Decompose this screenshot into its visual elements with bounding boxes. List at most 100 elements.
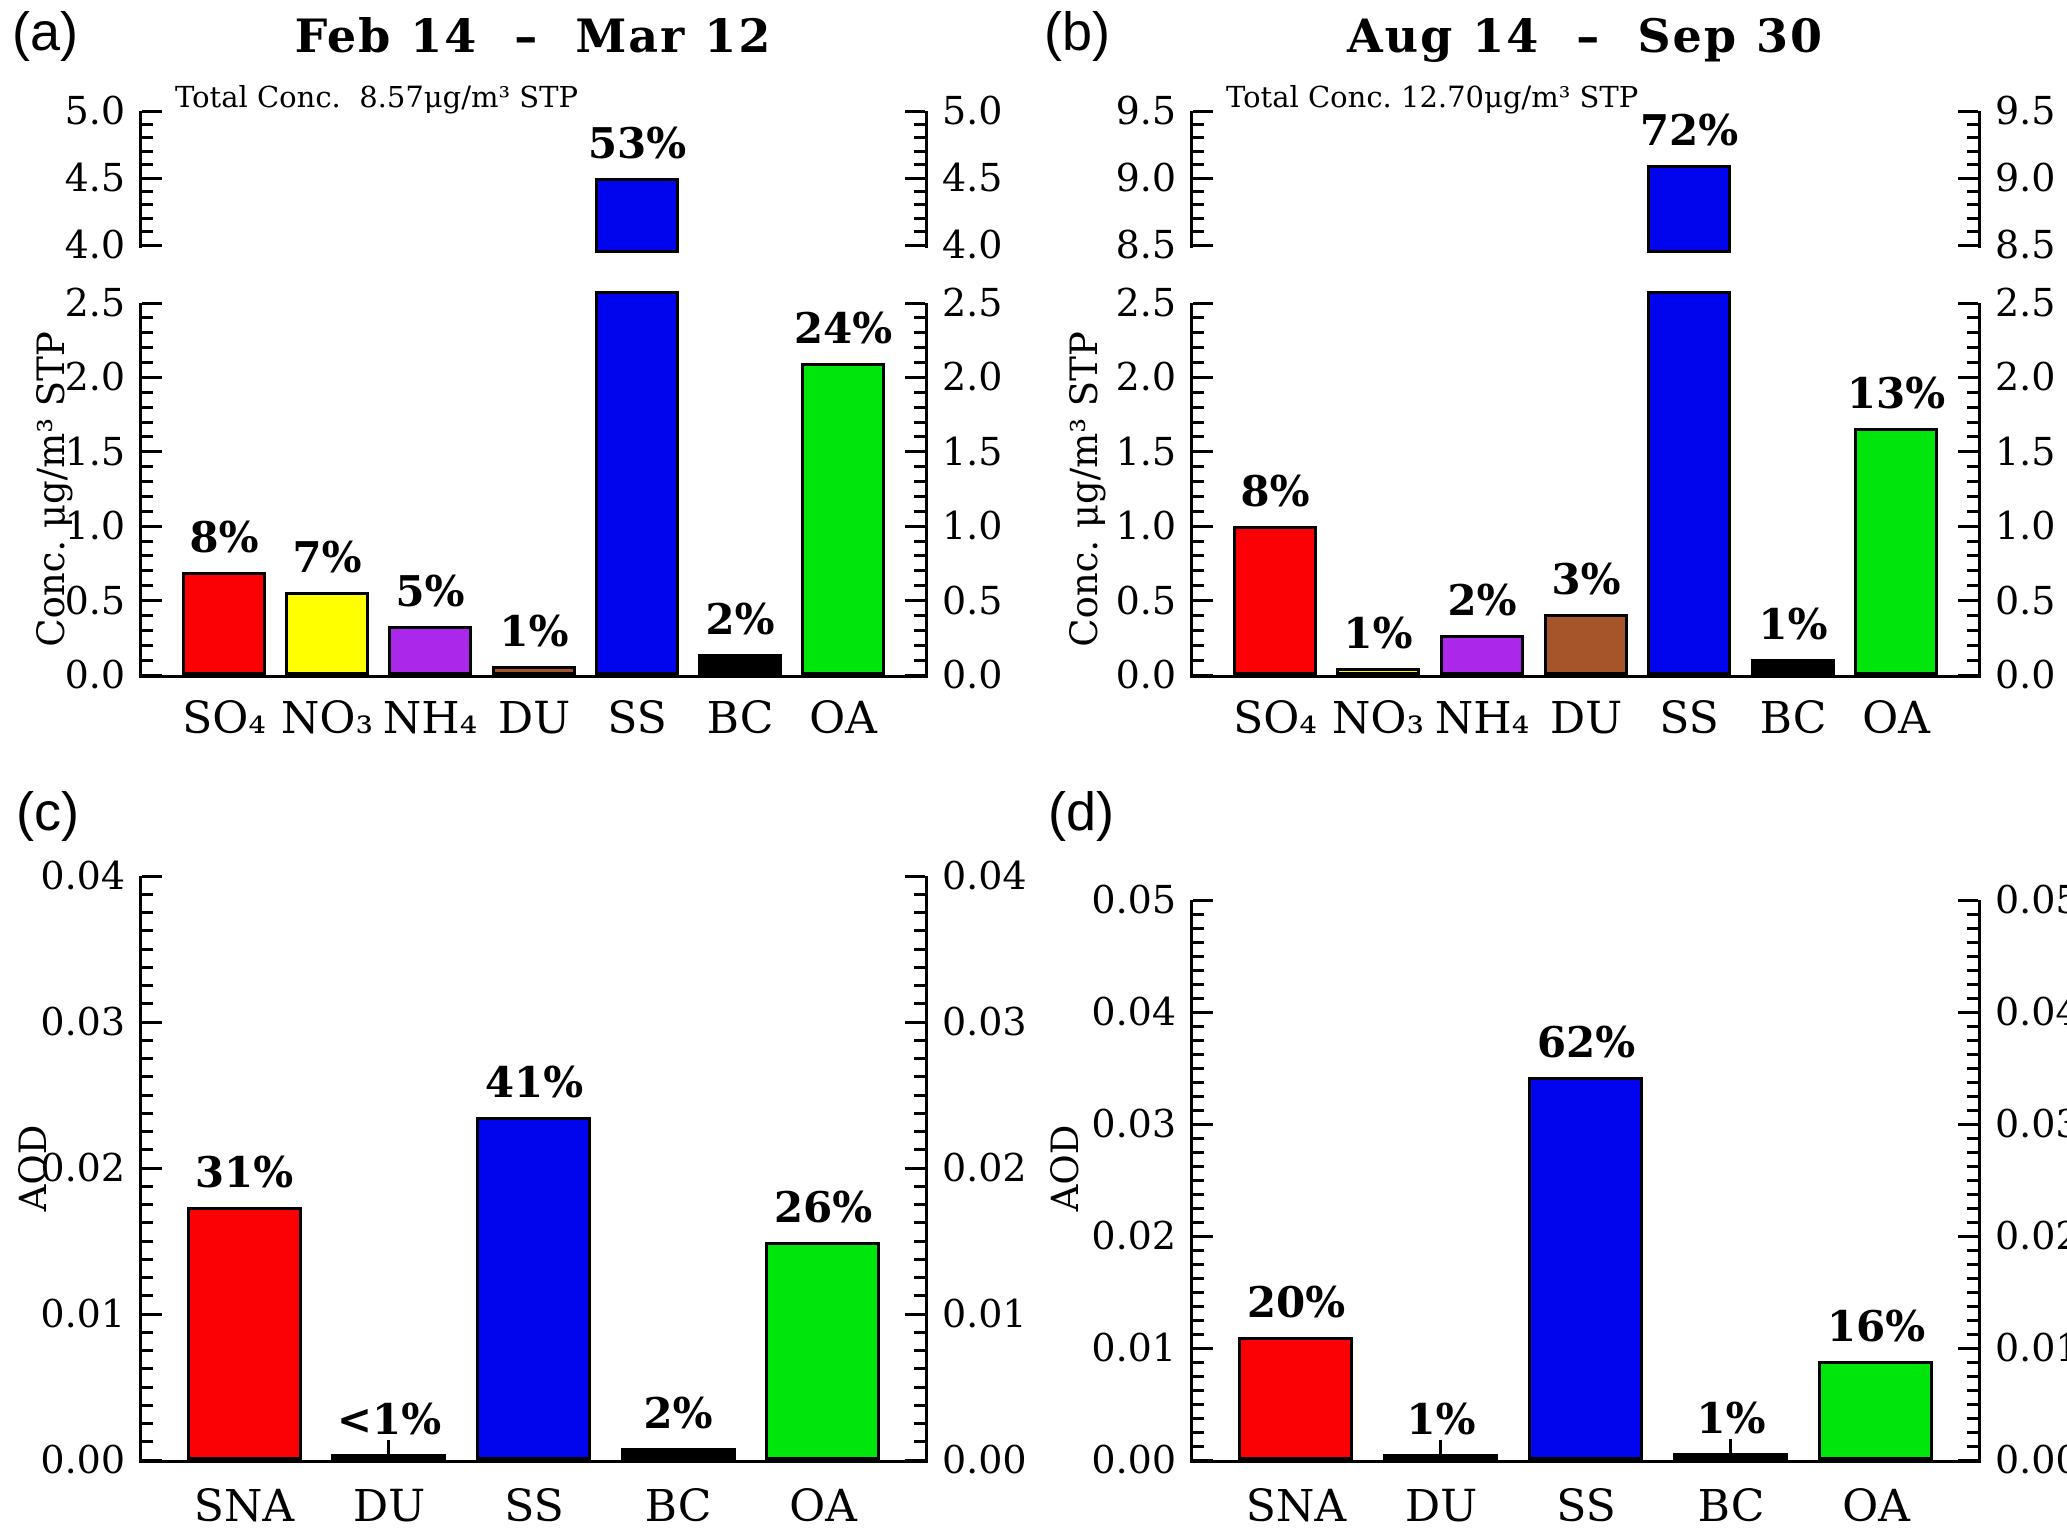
panel-label-a: (a) (12, 2, 78, 62)
bar-DU (1544, 614, 1628, 675)
category-label: SS (504, 1481, 564, 1532)
tick-mark (905, 110, 925, 113)
percent-label: 24% (793, 304, 893, 353)
tick-mark (1967, 1221, 1978, 1224)
tick-mark (1967, 659, 1978, 662)
tick-label-right: 0.5 (1995, 579, 2056, 623)
tick-mark (1967, 1151, 1978, 1154)
tick-mark (1967, 1109, 1978, 1112)
tick-mark (142, 123, 153, 126)
category-label: DU (1404, 1481, 1478, 1532)
tick-mark (1193, 599, 1213, 602)
category-label: SS (1556, 1481, 1616, 1532)
tick-mark (1193, 163, 1204, 166)
bar-OA (1854, 428, 1938, 675)
tick-mark (1967, 1165, 1978, 1168)
tick-mark (1967, 1053, 1978, 1056)
tick-mark (914, 361, 925, 364)
percent-label: 7% (292, 533, 362, 582)
tick-label-right: 0.00 (942, 1438, 1027, 1482)
tick-mark (142, 510, 153, 513)
tick-mark (1967, 163, 1978, 166)
bar-OA (1818, 1361, 1933, 1460)
tick-mark (1967, 435, 1978, 438)
category-label: OA (809, 693, 877, 744)
bar-SS (1528, 1077, 1643, 1460)
tick-mark (914, 1094, 925, 1097)
tick-label-right: 0.01 (942, 1292, 1027, 1336)
tick-label-left: 0.04 (40, 854, 125, 898)
tick-mark (1967, 465, 1978, 468)
percent-label: 1% (1343, 609, 1413, 658)
percent-label: 1% (1696, 1394, 1766, 1443)
bar-OA (765, 1242, 880, 1460)
tick-mark (1958, 1123, 1978, 1126)
tick-mark (1193, 659, 1204, 662)
tick-mark (142, 1075, 153, 1078)
tick-mark (1967, 510, 1978, 513)
tick-mark (142, 150, 153, 153)
category-label: BC (706, 693, 774, 744)
tick-label-left: 4.5 (64, 156, 125, 200)
panel-label-b: (b) (1044, 2, 1110, 62)
tick-mark (1193, 1039, 1204, 1042)
tick-mark (142, 1002, 153, 1005)
tick-mark (905, 177, 925, 180)
tick-mark (1193, 1235, 1213, 1238)
bar-SS-upper (595, 178, 679, 253)
tick-mark (142, 1021, 162, 1024)
tick-mark (914, 510, 925, 513)
tick-mark (914, 584, 925, 587)
tick-mark (142, 110, 162, 113)
tick-mark (1967, 1305, 1978, 1308)
tick-mark (142, 1331, 153, 1334)
tick-label-right: 5.0 (942, 89, 1003, 133)
tick-mark (1967, 955, 1978, 958)
category-label: NO₃ (280, 693, 374, 744)
tick-mark (142, 1440, 153, 1443)
tick-mark (1967, 150, 1978, 153)
percent-label: 41% (484, 1058, 584, 1107)
tick-mark (1193, 1123, 1213, 1126)
tick-mark (1193, 1375, 1204, 1378)
tick-mark (1193, 997, 1204, 1000)
tick-mark (1193, 525, 1213, 528)
tick-mark (1967, 1263, 1978, 1266)
tick-mark (914, 644, 925, 647)
tick-label-left: 0.00 (40, 1438, 125, 1482)
tick-label-right: 4.0 (942, 223, 1003, 267)
category-label: NH₄ (1434, 693, 1530, 744)
category-label: NO₃ (1331, 693, 1425, 744)
tick-mark (1193, 450, 1213, 453)
tick-mark (1193, 1081, 1204, 1084)
tick-mark (1967, 1291, 1978, 1294)
percent-label: 13% (1846, 369, 1946, 418)
tick-mark (1193, 1067, 1204, 1070)
tick-label-left: 0.03 (40, 1000, 125, 1044)
tick-mark (1193, 540, 1204, 543)
tick-mark (914, 217, 925, 220)
tick-label-left: 9.0 (1115, 156, 1176, 200)
tick-mark (1967, 629, 1978, 632)
total-conc-annotation-a: Total Conc. 8.57μg/m³ STP (175, 80, 579, 114)
tick-mark (914, 203, 925, 206)
tick-mark (1967, 480, 1978, 483)
tick-mark (1958, 450, 1978, 453)
tick-mark (1967, 1319, 1978, 1322)
tick-mark (1193, 1347, 1213, 1350)
tick-label-left: 1.5 (64, 430, 125, 474)
tick-mark (1193, 435, 1204, 438)
tick-label-left: 1.0 (1115, 504, 1176, 548)
tick-mark (905, 376, 925, 379)
tick-label-left: 0.0 (64, 653, 125, 697)
category-label: SS (1659, 693, 1719, 744)
tick-label-left: 2.5 (64, 281, 125, 325)
tick-mark (1967, 1445, 1978, 1448)
tick-mark (142, 629, 153, 632)
tick-mark (914, 1258, 925, 1261)
tick-label-right: 2.0 (942, 355, 1003, 399)
tick-mark (1967, 1403, 1978, 1406)
tick-mark (142, 177, 162, 180)
tick-mark (142, 659, 153, 662)
